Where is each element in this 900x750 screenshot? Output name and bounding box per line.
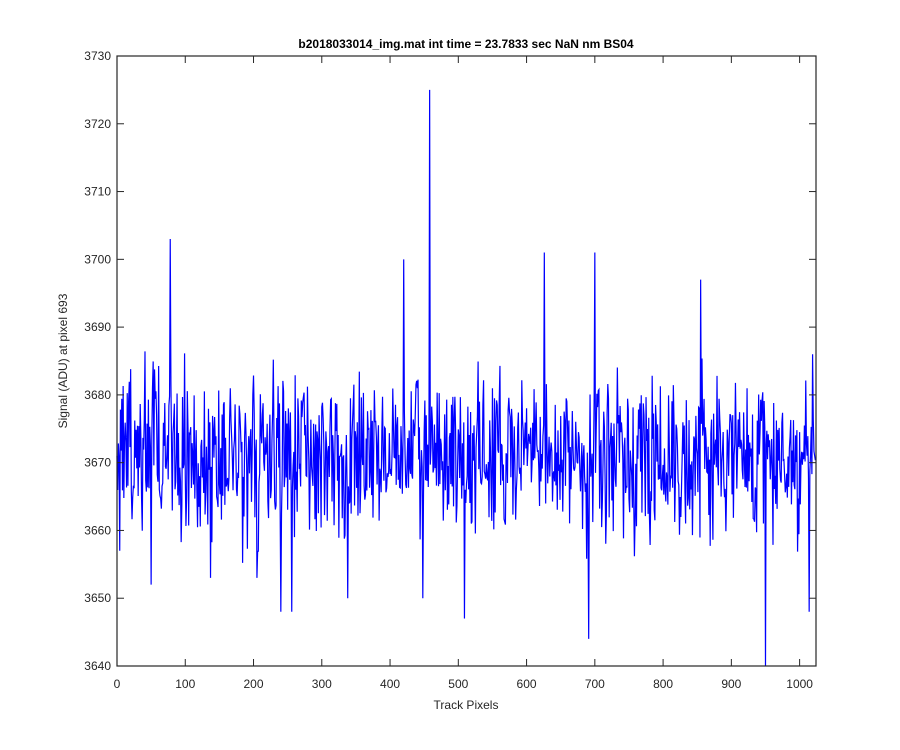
x-axis-ticks: 0 100 200 300 400 500 600 700 800 900 1000 <box>114 56 813 691</box>
plot-area: 0 100 200 300 400 500 600 700 800 900 1000 3640 365… <box>84 49 817 691</box>
x-tick-label: 300 <box>312 677 332 691</box>
y-tick-label: 3660 <box>84 523 111 537</box>
x-tick-label: 900 <box>721 677 741 691</box>
y-axis-ticks: 3640 3650 3660 3670 3680 3690 3700 3710 3720 3730 <box>84 49 816 673</box>
axes-background <box>117 56 816 666</box>
x-tick-label: 600 <box>517 677 537 691</box>
series-layer <box>116 89 816 667</box>
x-tick-label: 700 <box>585 677 605 691</box>
y-tick-label: 3710 <box>84 185 111 199</box>
y-tick-label: 3650 <box>84 591 111 605</box>
x-tick-label: 200 <box>244 677 264 691</box>
x-tick-label: 500 <box>448 677 468 691</box>
signal-series-line <box>116 89 816 667</box>
y-tick-label: 3670 <box>84 456 111 470</box>
y-axis-label: Signal (ADU) at pixel 693 <box>56 293 70 428</box>
x-axis-label: Track Pixels <box>434 698 499 712</box>
x-tick-label: 1000 <box>786 677 813 691</box>
x-tick-label: 100 <box>175 677 195 691</box>
y-tick-label: 3680 <box>84 388 111 402</box>
x-tick-label: 0 <box>114 677 121 691</box>
y-tick-label: 3700 <box>84 252 111 266</box>
y-tick-label: 3640 <box>84 659 111 673</box>
x-tick-label: 800 <box>653 677 673 691</box>
axes-box <box>116 55 817 667</box>
y-tick-label: 3690 <box>84 320 111 334</box>
y-tick-label: 3720 <box>84 117 111 131</box>
chart-title: b2018033014_img.mat int time = 23.7833 s… <box>298 37 634 51</box>
y-tick-label: 3730 <box>84 49 111 63</box>
x-tick-label: 400 <box>380 677 400 691</box>
